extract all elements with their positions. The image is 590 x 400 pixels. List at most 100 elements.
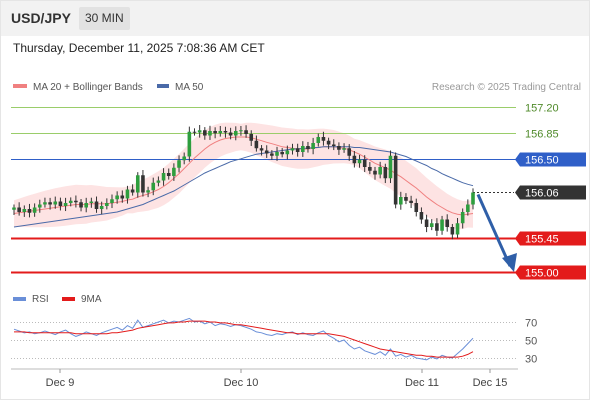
candle-body — [120, 195, 125, 199]
candle-body — [321, 137, 326, 141]
candle-body — [125, 189, 130, 199]
candle-body — [99, 206, 104, 209]
candle-body — [414, 203, 419, 212]
candle-body — [455, 223, 460, 235]
candle-body — [466, 204, 470, 212]
ma20-legend-swatch — [13, 84, 27, 88]
candle-body — [357, 159, 362, 164]
ma20-legend-label: MA 20 + Bollinger Bands — [33, 82, 143, 93]
candle-body — [440, 219, 444, 231]
candle-body — [197, 130, 202, 133]
time-label-dec-15: Dec 15 — [473, 377, 508, 389]
candle-body — [342, 148, 346, 150]
level-tag-156-50 — [515, 152, 586, 167]
candle-body — [244, 130, 248, 134]
candle-body — [337, 146, 341, 150]
rsi-legend-label: RSI — [32, 294, 49, 305]
candle-body — [326, 140, 331, 145]
time-label-dec-10: Dec 10 — [224, 377, 259, 389]
candle-body — [12, 207, 16, 210]
projection-arrow-head — [502, 253, 517, 272]
chart-header-bar: USD/JPY 30 MIN — [0, 0, 590, 36]
level-tag-155-45 — [515, 231, 586, 246]
candle-body — [398, 197, 403, 205]
candle-body — [58, 201, 63, 206]
ma50-legend-swatch — [157, 84, 169, 88]
candle-body — [347, 148, 352, 156]
candle-body — [22, 209, 27, 212]
candle-body — [378, 167, 382, 175]
candle-body — [435, 223, 439, 231]
candle-body — [290, 148, 295, 151]
candle-body — [68, 200, 73, 203]
candle-body — [141, 175, 145, 193]
candle-body — [306, 146, 310, 149]
candle-body — [192, 131, 197, 133]
candle-body — [373, 170, 377, 175]
candle-body — [32, 207, 37, 213]
level-label-156-50: 156.50 — [525, 155, 559, 167]
rsi-legend-swatch — [13, 297, 26, 301]
candle-body — [203, 130, 207, 136]
rsi-ma-legend-swatch — [62, 297, 75, 301]
candle-body — [135, 175, 140, 193]
candle-body — [331, 144, 336, 146]
rsi-plot-area: 70 50 30 — [11, 318, 537, 366]
candle-body — [471, 192, 475, 205]
candle-body — [166, 173, 171, 176]
rsi-ma-legend-label: 9MA — [81, 294, 102, 305]
candle-body — [63, 203, 68, 206]
time-axis: Dec 9 Dec 10 Dec 11 Dec 15 — [46, 369, 508, 389]
level-tag-156-06 — [515, 185, 586, 200]
candle-body — [383, 167, 388, 179]
candle-body — [161, 173, 166, 181]
candle-body — [48, 202, 52, 205]
candle-body — [37, 204, 42, 208]
price-plot-area: 157.20 156.85 156.50 156.06 155.45 155.00 — [11, 103, 586, 280]
candle-body — [172, 167, 176, 176]
candle-body — [295, 148, 300, 152]
candle-body — [352, 155, 357, 164]
candle-body — [362, 159, 367, 167]
candle-body — [130, 189, 135, 193]
candle-body — [424, 219, 429, 227]
projection-arrow-shaft — [476, 193, 512, 267]
candle-body — [404, 197, 408, 201]
ma50-legend-label: MA 50 — [175, 82, 204, 93]
candle-body — [89, 201, 94, 203]
attribution-text: Research © 2025 Trading Central — [432, 82, 581, 93]
candle-body — [460, 212, 465, 224]
candle-body — [17, 207, 21, 212]
candle-body — [177, 160, 181, 168]
candle-body — [74, 200, 78, 203]
time-label-dec-9: Dec 9 — [46, 377, 75, 389]
bollinger-band — [14, 122, 473, 230]
candle-body — [249, 134, 254, 141]
candle-body — [187, 131, 192, 157]
level-label-156-06: 156.06 — [525, 188, 559, 200]
candle-body — [429, 223, 434, 227]
ma50-line — [13, 146, 474, 228]
candle-body — [27, 209, 32, 213]
candle-body — [254, 140, 259, 149]
candle-body — [393, 155, 398, 205]
candle-body — [233, 131, 238, 136]
candle-body — [316, 137, 321, 143]
level-label-156-85: 156.85 — [525, 129, 559, 141]
candle-body — [156, 180, 161, 183]
candle-body — [311, 143, 315, 149]
level-tag-155-00 — [515, 265, 586, 280]
candle-body — [208, 131, 212, 136]
candle-body — [182, 156, 186, 161]
candle-body — [110, 199, 114, 203]
candle-body — [53, 201, 58, 205]
candle-body — [368, 167, 372, 171]
timeframe-badge[interactable]: 30 MIN — [79, 7, 130, 30]
symbol-title: USD/JPY — [11, 10, 71, 26]
level-label-155-45: 155.45 — [525, 234, 559, 246]
candle-body — [223, 131, 228, 133]
candle-body — [259, 148, 264, 151]
candle-body — [419, 212, 424, 220]
candle-body — [146, 190, 150, 193]
candle-body — [94, 201, 99, 209]
